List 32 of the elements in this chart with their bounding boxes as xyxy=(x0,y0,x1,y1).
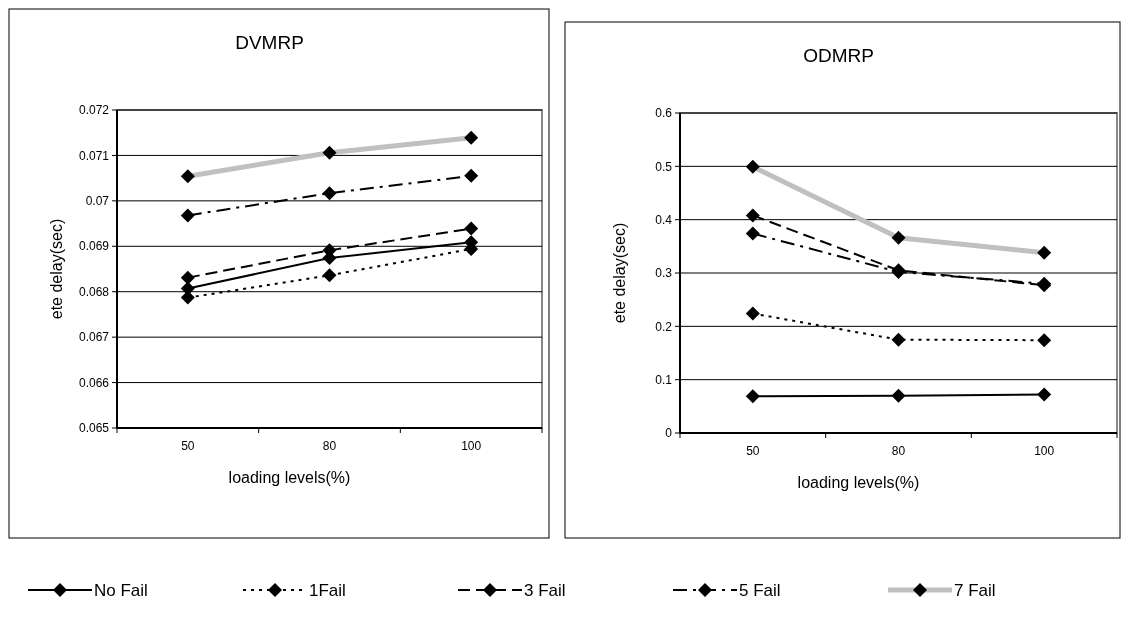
chart-title: DVMRP xyxy=(235,32,304,53)
y-axis-title: ete delay(sec) xyxy=(48,218,65,320)
y-tick-label: 0.5 xyxy=(655,159,673,174)
x-tick-label: 50 xyxy=(181,439,195,453)
legend-label: 7 Fail xyxy=(954,580,996,600)
x-axis-title: loading levels(%) xyxy=(797,474,920,491)
y-tick-label: 0.068 xyxy=(78,284,110,299)
y-tick-label: 0.4 xyxy=(655,212,673,227)
legend-label: 5 Fail xyxy=(739,580,781,600)
y-tick-label: 0.6 xyxy=(655,106,673,121)
x-tick-label: 80 xyxy=(322,439,337,453)
y-axis-title: ete delay(sec) xyxy=(611,222,628,324)
y-tick-label: 0.3 xyxy=(655,266,673,281)
x-tick-label: 80 xyxy=(891,444,906,458)
y-tick-label: 0.2 xyxy=(655,319,673,334)
y-tick-label: 0.067 xyxy=(78,330,110,345)
x-axis-title: loading levels(%) xyxy=(228,469,351,486)
legend-label: 3 Fail xyxy=(524,580,566,600)
legend-label: No Fail xyxy=(94,580,148,600)
y-tick-label: 0.07 xyxy=(85,194,110,209)
x-tick-label: 100 xyxy=(1034,444,1055,458)
y-tick-label: 0.071 xyxy=(78,148,110,163)
y-tick-label: 0.069 xyxy=(78,239,110,254)
y-tick-label: 0.066 xyxy=(78,375,110,390)
y-tick-label: 0.072 xyxy=(78,103,110,118)
legend-label: 1Fail xyxy=(309,580,346,600)
x-tick-label: 100 xyxy=(461,439,482,453)
y-tick-label: 0.065 xyxy=(78,421,110,436)
y-tick-label: 0 xyxy=(665,426,673,441)
x-tick-label: 50 xyxy=(746,444,760,458)
y-tick-label: 0.1 xyxy=(655,372,673,387)
chart-title: ODMRP xyxy=(803,45,874,66)
